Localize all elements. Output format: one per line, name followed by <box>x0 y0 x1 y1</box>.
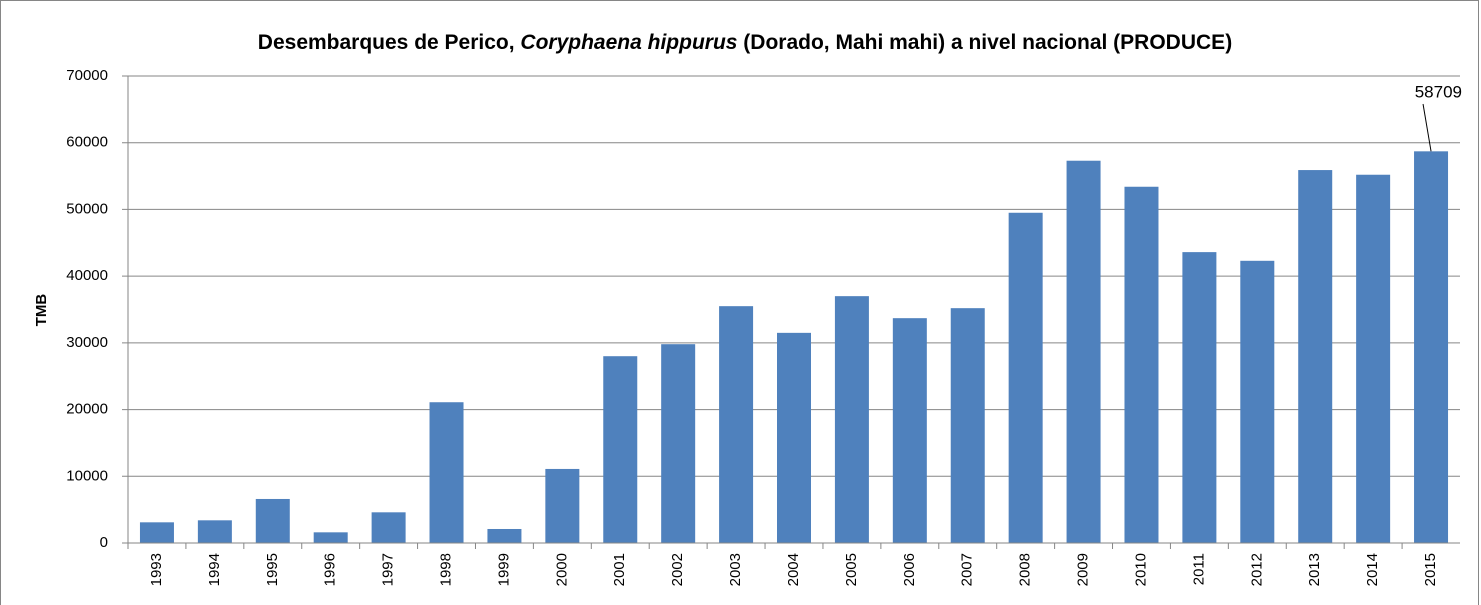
x-tick-label: 2011 <box>1190 553 1207 585</box>
x-tick-label: 2013 <box>1306 553 1323 586</box>
x-tick-label: 1997 <box>380 553 397 586</box>
bar <box>834 296 869 543</box>
bar <box>1008 212 1043 543</box>
data-label-leader <box>1422 103 1432 152</box>
bar <box>603 356 638 543</box>
bar <box>777 332 811 543</box>
bar <box>429 402 464 543</box>
title-segment: Desembarques de Perico, <box>258 31 521 54</box>
bar <box>1124 186 1159 543</box>
x-tick-label: 1993 <box>148 553 165 586</box>
title-segment: (Dorado, Mahi mahi) a nivel nacional (PR… <box>737 31 1232 54</box>
x-tick-label: 2014 <box>1364 553 1381 586</box>
bar <box>892 318 927 543</box>
x-tick-label: 2004 <box>785 553 802 586</box>
x-tick-label: 1998 <box>437 553 454 586</box>
x-tick-label: 2009 <box>1075 553 1092 586</box>
x-tick-label: 2010 <box>1132 553 1149 586</box>
x-tick-label: 2005 <box>843 553 860 586</box>
y-tick-label: 40000 <box>66 267 108 284</box>
bar <box>1414 151 1449 544</box>
y-axis-label: TMB <box>33 294 50 327</box>
bar <box>545 468 580 543</box>
x-tick-label: 2008 <box>1017 553 1034 586</box>
y-tick-label: 60000 <box>66 134 108 151</box>
x-tick-label: 2003 <box>727 553 744 586</box>
bar <box>1240 260 1275 543</box>
bar <box>1356 174 1391 544</box>
x-tick-label: 2001 <box>611 553 628 586</box>
y-tick-label: 20000 <box>66 401 108 418</box>
chart-title: Desembarques de Perico, Coryphaena hippu… <box>258 31 1232 54</box>
x-tick-label: 1996 <box>322 553 339 586</box>
x-tick-label: 2012 <box>1248 553 1265 586</box>
bar <box>313 532 348 543</box>
bar <box>197 520 232 543</box>
bar <box>719 306 754 543</box>
y-tick-label: 0 <box>100 534 108 551</box>
y-tick-label: 30000 <box>66 334 108 351</box>
bar <box>487 528 522 543</box>
y-tick-label: 10000 <box>66 467 108 484</box>
data-label: 58709 <box>1415 82 1462 101</box>
bar <box>1066 160 1101 543</box>
x-tick-label: 2015 <box>1422 553 1439 586</box>
bar <box>661 344 696 543</box>
y-tick-label: 50000 <box>66 200 108 217</box>
bar <box>950 308 985 543</box>
x-tick-label: 1995 <box>264 553 281 586</box>
bar <box>1182 252 1217 543</box>
y-tick-label: 70000 <box>66 67 108 84</box>
x-tick-label: 1999 <box>495 553 512 586</box>
x-tick-label: 1994 <box>206 553 223 586</box>
bar <box>1298 170 1333 543</box>
x-tick-label: 2007 <box>959 553 976 586</box>
bar <box>371 512 406 543</box>
x-tick-label: 2002 <box>669 553 686 586</box>
title-segment: Coryphaena hippurus <box>520 31 737 54</box>
bar <box>255 498 290 543</box>
bar <box>139 522 174 543</box>
x-tick-label: 2006 <box>901 553 918 586</box>
x-tick-label: 2000 <box>553 553 570 586</box>
